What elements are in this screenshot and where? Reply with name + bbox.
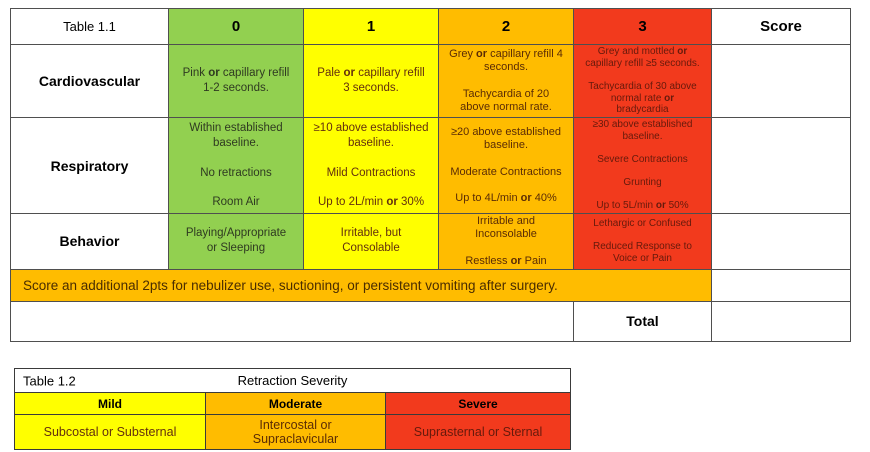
severity-value-severe: Suprasternal or Sternal — [384, 414, 572, 450]
column-header-1: 1 — [303, 8, 439, 45]
total-score-cell — [711, 300, 851, 342]
row-label-behavior: Behavior — [10, 213, 169, 270]
severity-value-moderate: Intercostal or Supraclavicular — [205, 414, 386, 450]
row-label-cardiovascular: Cardiovascular — [10, 44, 169, 118]
total-label: Total — [573, 300, 712, 342]
table-row-respiratory: Respiratory Within established baseline. N… — [10, 117, 851, 214]
cell-behavior-2: Irritable and Inconsolable Restless or Pai… — [438, 213, 574, 270]
cell-cardiovascular-3: Grey and mottled or capillary refill ≥5 s… — [573, 44, 712, 118]
table2-header: Retraction Severity — [237, 373, 348, 388]
banner-row: Score an additional 2pts for nebulizer u… — [10, 268, 851, 302]
column-header-0: 0 — [168, 8, 304, 45]
table-row-cardiovascular: Cardiovascular Pink or capillary refill 1… — [10, 44, 851, 118]
cell-cardiovascular-1: Pale or capillary refill 3 seconds. — [303, 44, 439, 118]
severity-header-moderate: Moderate — [205, 392, 386, 415]
cell-respiratory-1: ≥10 above established baseline. Mild Contr… — [303, 117, 439, 214]
severity-header-severe: Severe — [384, 392, 572, 415]
banner-score-cell — [711, 268, 851, 302]
cell-behavior-1: Irritable, but Consolable — [303, 213, 439, 270]
score-table: Table 1.1 0 1 2 3 Score Cardiovascular P… — [10, 8, 851, 342]
retraction-severity-table: Table 1.2 Retraction Severity Mild Moder… — [13, 368, 572, 450]
cell-behavior-3: Lethargic or Confused Reduced Response to… — [573, 213, 712, 270]
score-cell-cardiovascular — [711, 44, 851, 118]
severity-value-mild: Subcostal or Substernal — [14, 414, 206, 450]
cell-respiratory-3: ≥30 above established baseline. Severe Con… — [573, 117, 712, 214]
severity-header-row: Mild Moderate Severe — [14, 392, 572, 415]
row-label-respiratory: Respiratory — [10, 117, 169, 214]
total-spacer-cell — [10, 300, 574, 342]
table2-header-cell: Table 1.2 Retraction Severity — [13, 368, 572, 393]
column-header-3: 3 — [573, 8, 712, 45]
table2-title: Table 1.2 — [23, 373, 76, 388]
score-cell-behavior — [711, 213, 851, 270]
table1-title: Table 1.1 — [10, 8, 169, 45]
table-row-behavior: Behavior Playing/Appropriate or Sleeping … — [10, 213, 851, 270]
cell-cardiovascular-2: Grey or capillary refill 4 seconds. Tachyc… — [438, 44, 574, 118]
cell-behavior-0: Playing/Appropriate or Sleeping — [168, 213, 304, 270]
column-header-2: 2 — [438, 8, 574, 45]
header-row: Table 1.1 0 1 2 3 Score — [10, 8, 851, 45]
column-header-score: Score — [711, 8, 851, 45]
cell-cardiovascular-0: Pink or capillary refill 1-2 seconds. — [168, 44, 304, 118]
severity-header-mild: Mild — [14, 392, 206, 415]
total-row: Total — [10, 300, 851, 342]
score-cell-respiratory — [711, 117, 851, 214]
cell-respiratory-2: ≥20 above established baseline. Moderate C… — [438, 117, 574, 214]
table2-header-row: Table 1.2 Retraction Severity — [13, 368, 572, 393]
cell-respiratory-0: Within established baseline. No retraction… — [168, 117, 304, 214]
severity-value-row: Subcostal or Substernal Intercostal or Su… — [14, 414, 572, 450]
additional-points-note: Score an additional 2pts for nebulizer u… — [10, 268, 712, 302]
